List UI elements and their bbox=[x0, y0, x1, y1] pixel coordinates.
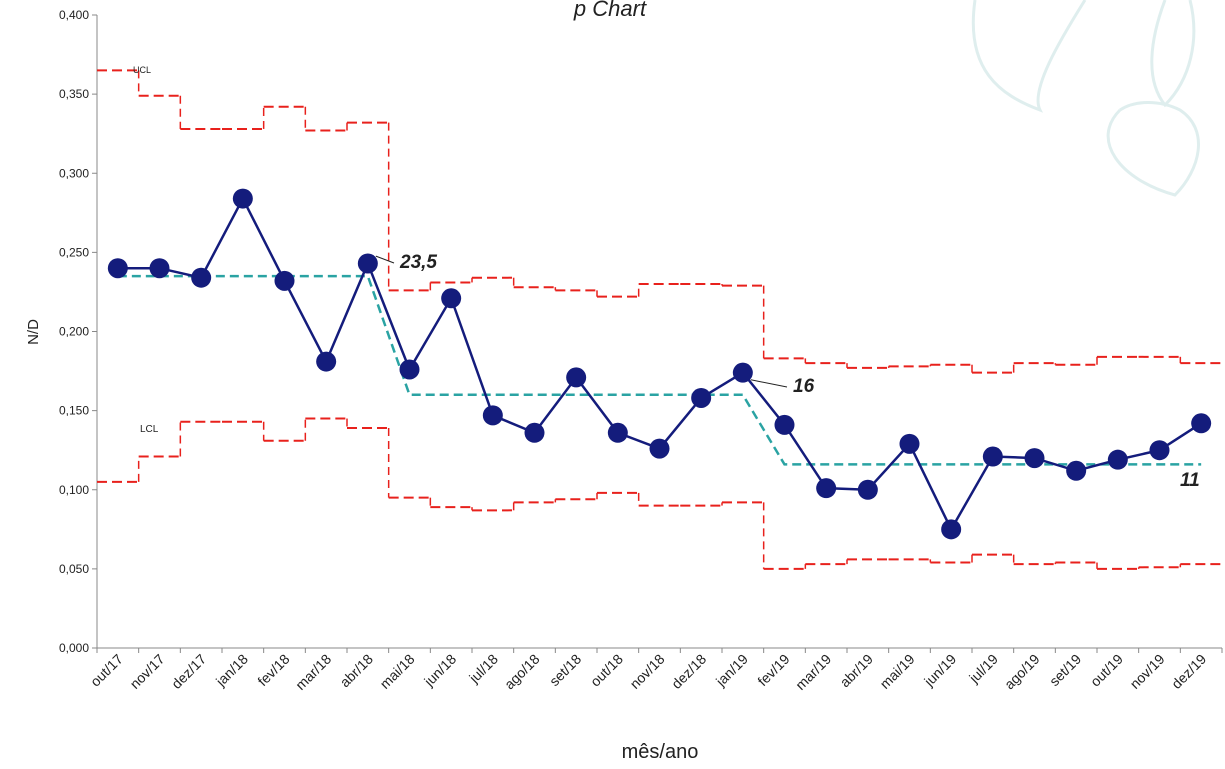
p-point bbox=[441, 288, 461, 308]
watermark bbox=[973, 0, 1198, 195]
p-point bbox=[316, 352, 336, 372]
p-point bbox=[650, 439, 670, 459]
annotation: 16 bbox=[793, 376, 815, 397]
p-point bbox=[150, 258, 170, 278]
x-tick-label: ago/19 bbox=[1001, 651, 1043, 693]
p-point bbox=[608, 423, 628, 443]
x-tick-label: abr/18 bbox=[337, 651, 377, 691]
x-tick-label: out/19 bbox=[1087, 651, 1126, 690]
chart-title: p Chart bbox=[573, 0, 647, 21]
x-tick-label: dez/18 bbox=[668, 651, 709, 692]
p-point bbox=[483, 405, 503, 425]
x-tick-label: fev/18 bbox=[254, 651, 292, 689]
annotation-leader bbox=[751, 380, 787, 387]
p-point bbox=[733, 363, 753, 383]
y-tick-label: 0,400 bbox=[59, 8, 89, 22]
ucl-label: UCL bbox=[133, 65, 151, 75]
p-point bbox=[191, 268, 211, 288]
x-tick-label: jan/19 bbox=[712, 651, 751, 690]
x-tick-label: dez/19 bbox=[1168, 651, 1209, 692]
x-tick-label: ago/18 bbox=[501, 651, 543, 693]
p-point bbox=[525, 423, 545, 443]
p-point bbox=[775, 415, 795, 435]
y-tick-label: 0,350 bbox=[59, 87, 89, 101]
x-axis-label: mês/ano bbox=[622, 741, 699, 763]
y-axis-label: N/D bbox=[25, 319, 42, 345]
y-tick-label: 0,300 bbox=[59, 166, 89, 180]
x-tick-label: set/19 bbox=[1046, 651, 1084, 689]
p-point bbox=[566, 367, 586, 387]
p-point bbox=[400, 359, 420, 379]
y-tick-label: 0,150 bbox=[59, 404, 89, 418]
y-tick-label: 0,200 bbox=[59, 325, 89, 339]
x-tick-label: nov/19 bbox=[1127, 651, 1168, 692]
x-tick-label: mar/19 bbox=[792, 651, 834, 693]
x-tick-label: jul/19 bbox=[965, 651, 1001, 687]
x-tick-label: jul/18 bbox=[465, 651, 501, 687]
lcl-label: LCL bbox=[140, 424, 159, 435]
p-point bbox=[858, 480, 878, 500]
p-point bbox=[1108, 450, 1128, 470]
y-tick-label: 0,050 bbox=[59, 562, 89, 576]
p-point bbox=[983, 447, 1003, 467]
p-point bbox=[1025, 448, 1045, 468]
x-tick-label: mar/18 bbox=[292, 651, 334, 693]
p-point bbox=[941, 519, 961, 539]
center-line bbox=[118, 276, 1201, 464]
x-tick-label: nov/18 bbox=[627, 651, 668, 692]
annotation: 11 bbox=[1180, 470, 1200, 491]
x-tick-label: mai/19 bbox=[877, 651, 918, 692]
y-tick-label: 0,100 bbox=[59, 483, 89, 497]
x-tick-label: fev/19 bbox=[754, 651, 792, 689]
chart: p Chart mês/ano N/D 0,000 0,050 0,100 0,150… bbox=[0, 0, 1225, 769]
p-point bbox=[1191, 413, 1211, 433]
p-point bbox=[275, 271, 295, 291]
x-tick-label: set/18 bbox=[546, 651, 584, 689]
x-tick-label: mai/18 bbox=[377, 651, 418, 692]
p-point bbox=[1150, 440, 1170, 460]
p-point bbox=[233, 189, 253, 209]
y-tick-label: 0,250 bbox=[59, 245, 89, 259]
p-point bbox=[358, 253, 378, 273]
x-tick-label: nov/17 bbox=[127, 651, 168, 692]
x-tick-label: jun/18 bbox=[420, 651, 459, 690]
p-point bbox=[900, 434, 920, 454]
x-tick-label: abr/19 bbox=[837, 651, 877, 691]
x-tick-label: jun/19 bbox=[920, 651, 959, 690]
limit-line bbox=[97, 70, 1222, 372]
x-tick-label: out/18 bbox=[587, 651, 626, 690]
annotation: 23,5 bbox=[399, 252, 437, 273]
x-tick-label: out/17 bbox=[87, 651, 126, 690]
x-tick-label: dez/17 bbox=[168, 651, 209, 692]
p-point bbox=[108, 258, 128, 278]
y-tick-label: 0,000 bbox=[59, 641, 89, 655]
p-point bbox=[1066, 461, 1086, 481]
x-tick-label: jan/18 bbox=[212, 651, 251, 690]
annotation-leader bbox=[376, 256, 394, 263]
p-point bbox=[691, 388, 711, 408]
p-point bbox=[816, 478, 836, 498]
